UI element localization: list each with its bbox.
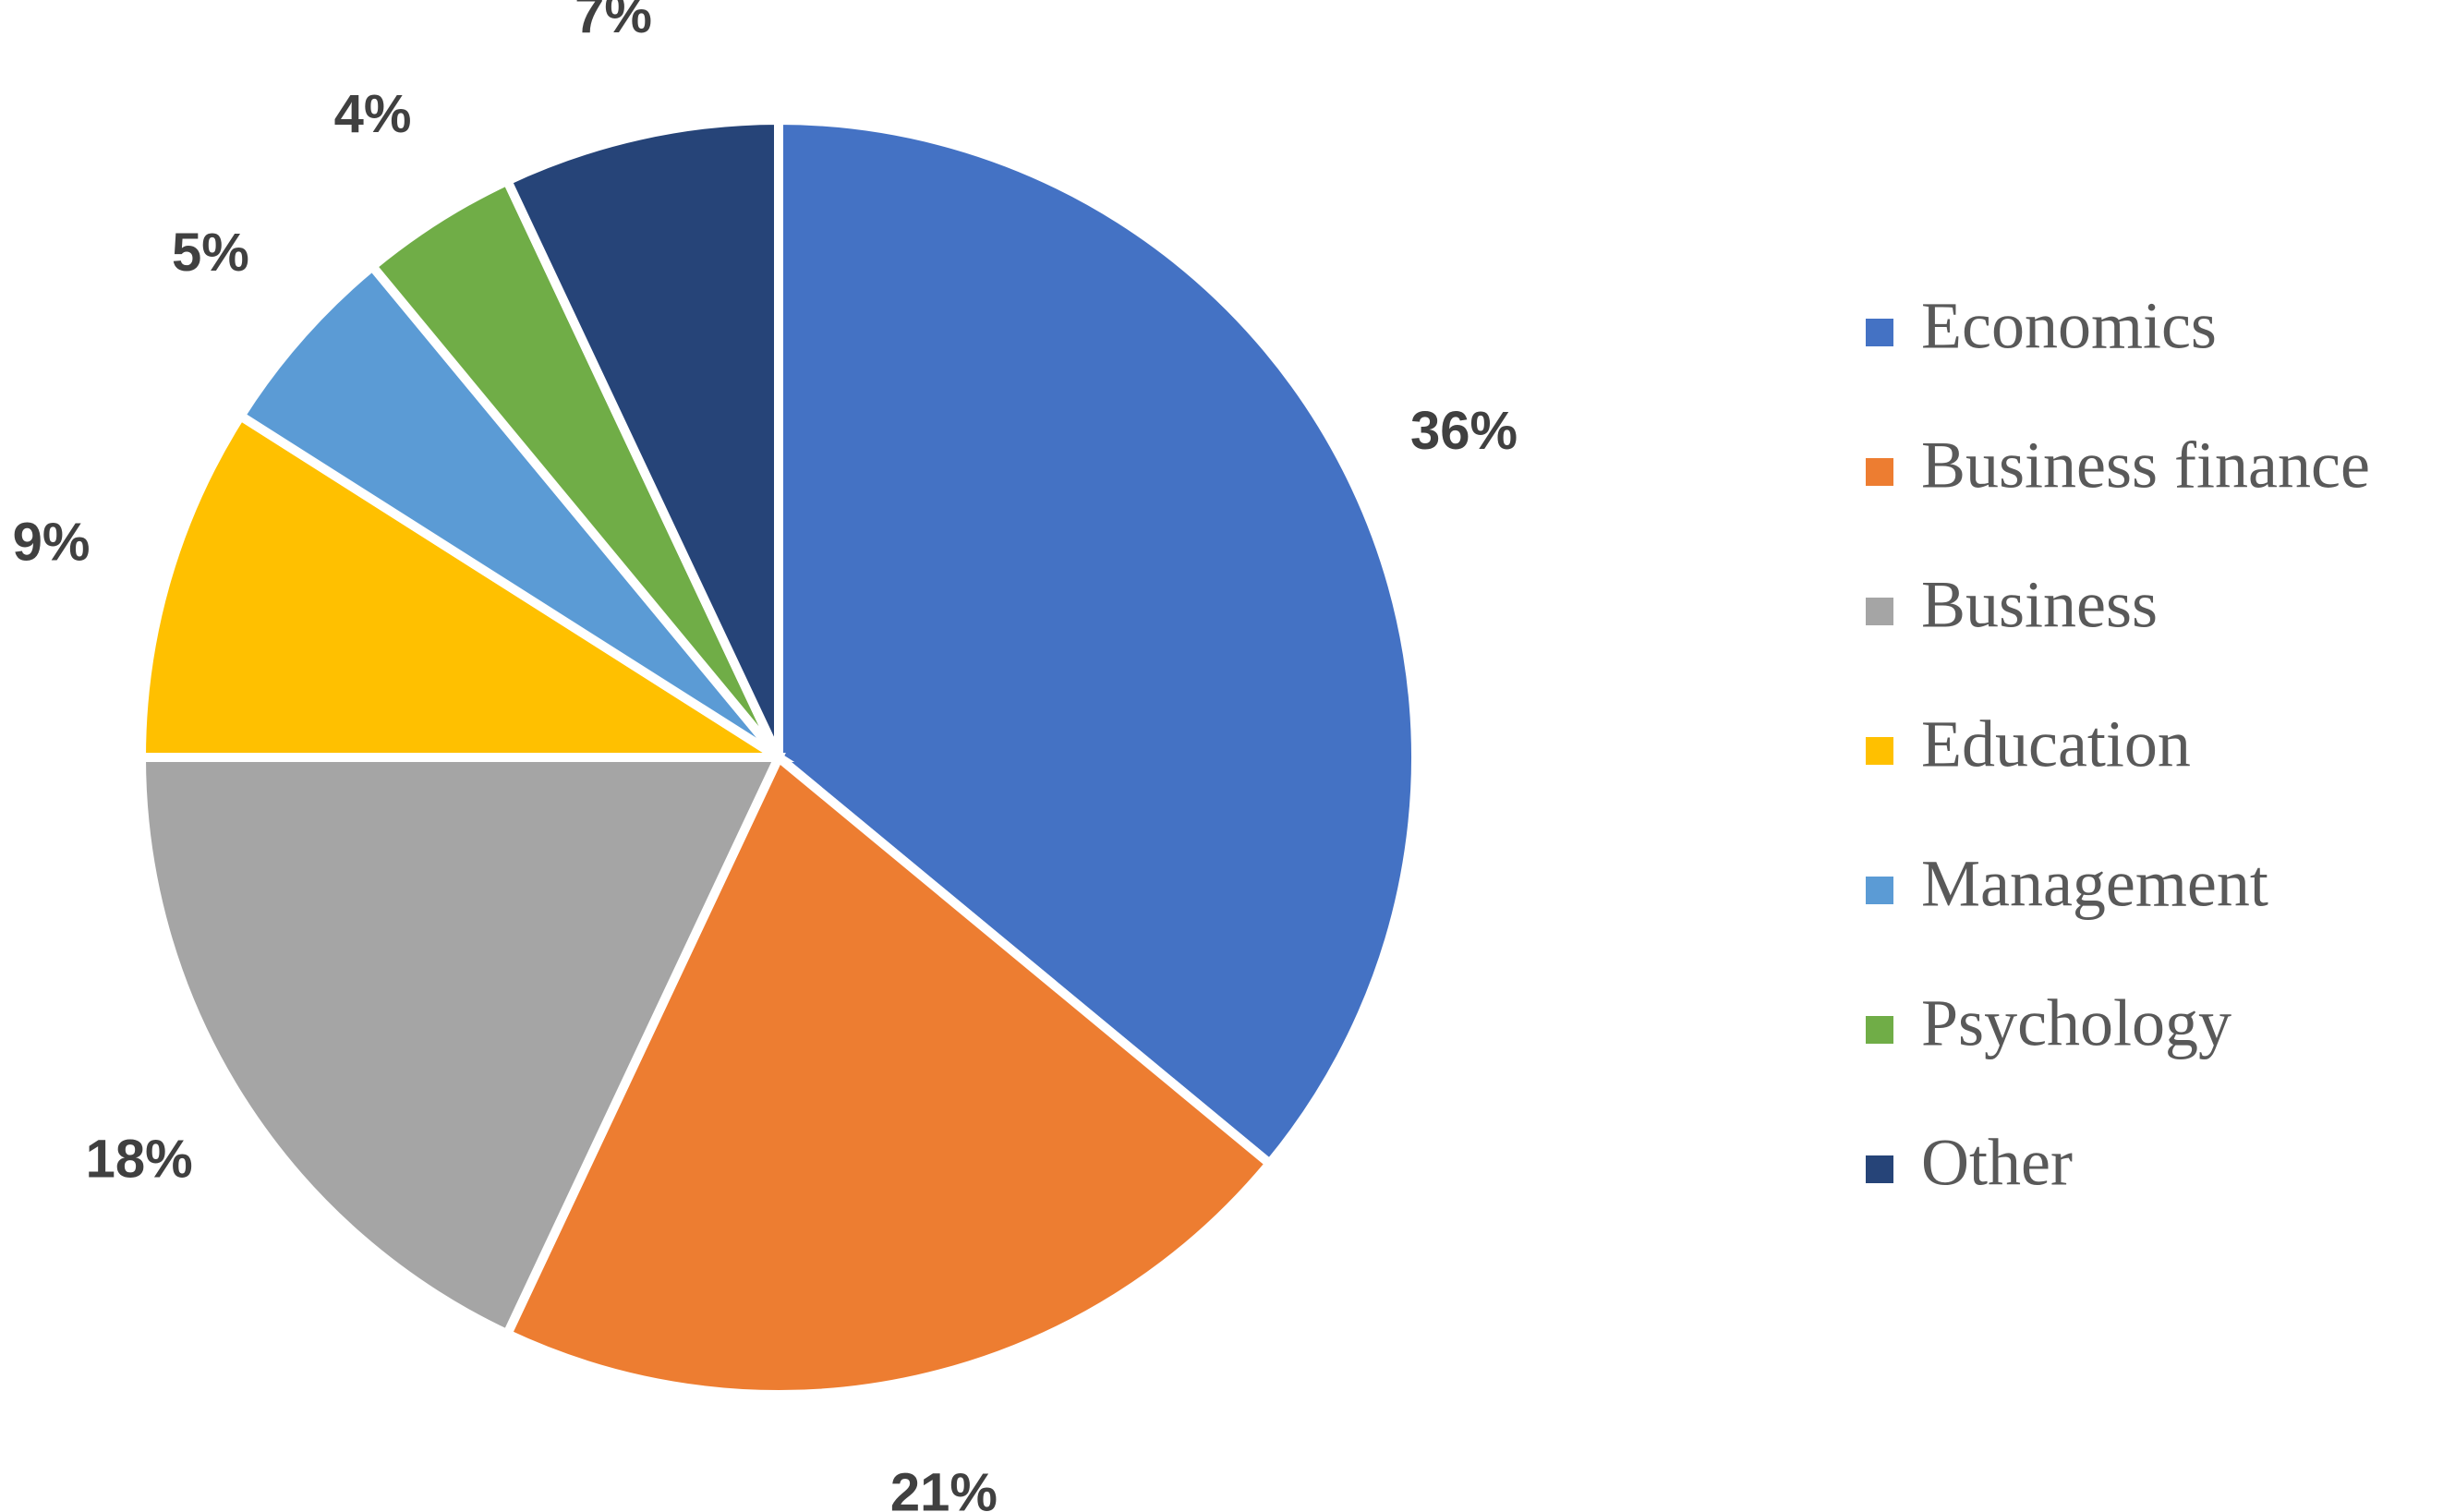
data-label-other: 7%: [574, 0, 652, 44]
legend-swatch-economics: [1866, 319, 1893, 346]
legend-label-management: Management: [1921, 847, 2268, 921]
data-label-business: 18%: [86, 1130, 193, 1190]
chart-legend: Economics Business finance Business Educati…: [1866, 289, 2370, 1200]
legend-swatch-education: [1866, 737, 1893, 765]
data-label-psychology: 4%: [334, 84, 412, 144]
pie-slice-economics: [774, 115, 1421, 1170]
legend-label-other: Other: [1921, 1126, 2073, 1200]
pie-slice-other: [501, 115, 783, 760]
legend-item-other: Other: [1866, 1126, 2073, 1200]
legend-swatch-business: [1866, 598, 1893, 625]
legend-item-business-finance: Business finance: [1866, 429, 2370, 502]
data-label-business-finance: 21%: [890, 1463, 998, 1512]
pie-data-labels: 36% 21% 18% 9% 5% 4% 7%: [13, 0, 1518, 1512]
pie-slice-education: [136, 409, 795, 762]
legend-item-management: Management: [1866, 847, 2268, 921]
pie-slice-business: [136, 753, 786, 1340]
legend-swatch-business-finance: [1866, 458, 1893, 486]
data-label-economics: 36%: [1410, 401, 1518, 461]
legend-swatch-psychology: [1866, 1016, 1893, 1044]
legend-item-economics: Economics: [1866, 289, 2217, 363]
pie-slice-business-finance: [501, 750, 1276, 1399]
pie-slices: [136, 115, 1421, 1399]
pie-slice-management: [234, 260, 782, 762]
legend-swatch-other: [1866, 1155, 1893, 1183]
data-label-management: 5%: [172, 223, 249, 283]
data-label-education: 9%: [13, 513, 91, 573]
legend-label-education: Education: [1921, 708, 2191, 781]
legend-label-business: Business: [1921, 568, 2158, 642]
legend-label-economics: Economics: [1921, 289, 2217, 363]
legend-item-business: Business: [1866, 568, 2158, 642]
legend-label-business-finance: Business finance: [1921, 429, 2370, 502]
legend-label-psychology: Psychology: [1921, 986, 2231, 1060]
legend-item-psychology: Psychology: [1866, 986, 2231, 1060]
legend-item-education: Education: [1866, 708, 2191, 781]
legend-swatch-management: [1866, 877, 1893, 904]
